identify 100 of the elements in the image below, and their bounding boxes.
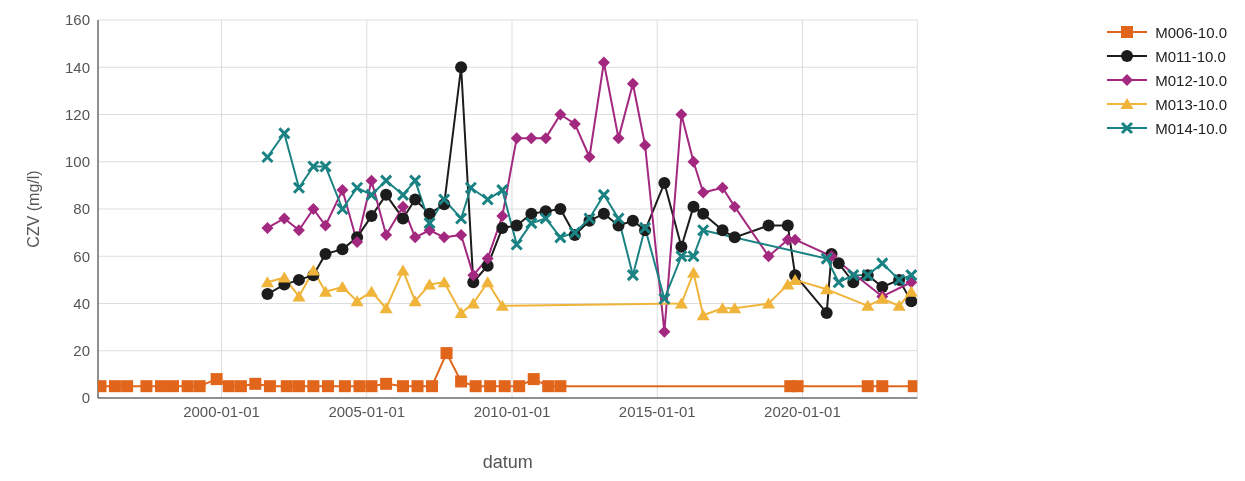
point [612, 132, 625, 145]
point [396, 200, 409, 213]
point [423, 207, 436, 220]
point [658, 325, 671, 338]
point [336, 243, 349, 256]
point [554, 108, 567, 121]
point [781, 278, 795, 290]
point [338, 380, 351, 393]
point [408, 295, 422, 307]
point [716, 181, 729, 194]
point [278, 212, 291, 225]
point [222, 380, 235, 393]
point [832, 257, 845, 270]
point [510, 237, 524, 251]
point [319, 219, 332, 232]
point [396, 264, 410, 276]
point [716, 224, 729, 237]
point [260, 276, 274, 288]
x-tick-label: 2010-01-01 [473, 402, 551, 420]
point [583, 151, 596, 164]
point [380, 188, 393, 201]
legend-label: M014-10.0 [1155, 119, 1227, 137]
point [907, 380, 918, 393]
point [820, 252, 834, 266]
point [321, 380, 334, 393]
point [728, 302, 742, 314]
x-axis-title: datum [482, 452, 533, 472]
point [365, 380, 378, 393]
point [639, 139, 652, 152]
point [513, 380, 526, 393]
point [510, 132, 523, 145]
point [307, 380, 320, 393]
point [426, 380, 439, 393]
point [626, 77, 639, 90]
point [396, 212, 409, 225]
point [277, 271, 291, 283]
point [454, 211, 468, 225]
point [728, 200, 741, 213]
point [762, 219, 775, 232]
point [568, 117, 581, 130]
point [380, 228, 393, 241]
x-tick-label: 2000-01-01 [183, 402, 260, 420]
point [307, 203, 320, 215]
point [846, 268, 860, 282]
y-tick-label: 80 [73, 200, 90, 218]
point [351, 236, 364, 249]
point [181, 380, 194, 393]
point [788, 273, 802, 285]
y-tick-label: 100 [64, 153, 90, 171]
point [525, 207, 538, 220]
point [484, 380, 497, 393]
point [539, 132, 552, 145]
point [527, 373, 540, 386]
y-tick-label: 40 [73, 294, 90, 312]
point [249, 377, 262, 390]
point [716, 302, 730, 314]
point [762, 250, 775, 263]
point [306, 264, 320, 276]
point [319, 159, 333, 173]
point [612, 211, 625, 225]
x-tick-label: 2020-01-01 [764, 402, 841, 420]
point [496, 221, 509, 234]
point [597, 188, 611, 202]
point [411, 380, 424, 393]
point [365, 174, 378, 187]
point [481, 276, 495, 288]
point [495, 299, 509, 311]
point [481, 252, 494, 265]
point [597, 207, 610, 220]
point [525, 132, 538, 145]
point [697, 186, 710, 199]
point [498, 380, 511, 393]
point [353, 380, 366, 393]
point [553, 230, 567, 244]
y-tick-label: 0 [81, 389, 90, 407]
point [350, 295, 364, 307]
point [820, 283, 834, 295]
point [454, 306, 468, 318]
point [686, 266, 700, 278]
point [904, 285, 918, 297]
point [193, 380, 206, 393]
point [875, 256, 889, 270]
point [335, 202, 349, 216]
point [658, 177, 671, 190]
point [380, 377, 393, 390]
point [687, 200, 700, 213]
point [762, 297, 776, 309]
point [263, 380, 276, 393]
legend-label: M012-10.0 [1155, 71, 1227, 89]
point [455, 61, 468, 74]
point [791, 380, 804, 393]
point [319, 285, 333, 297]
point [440, 347, 453, 360]
point [675, 240, 688, 253]
point [904, 268, 918, 282]
point [336, 184, 349, 197]
point [687, 155, 700, 168]
y-tick-label: 120 [64, 105, 90, 123]
point [686, 249, 700, 263]
legend-label: M013-10.0 [1155, 95, 1227, 113]
